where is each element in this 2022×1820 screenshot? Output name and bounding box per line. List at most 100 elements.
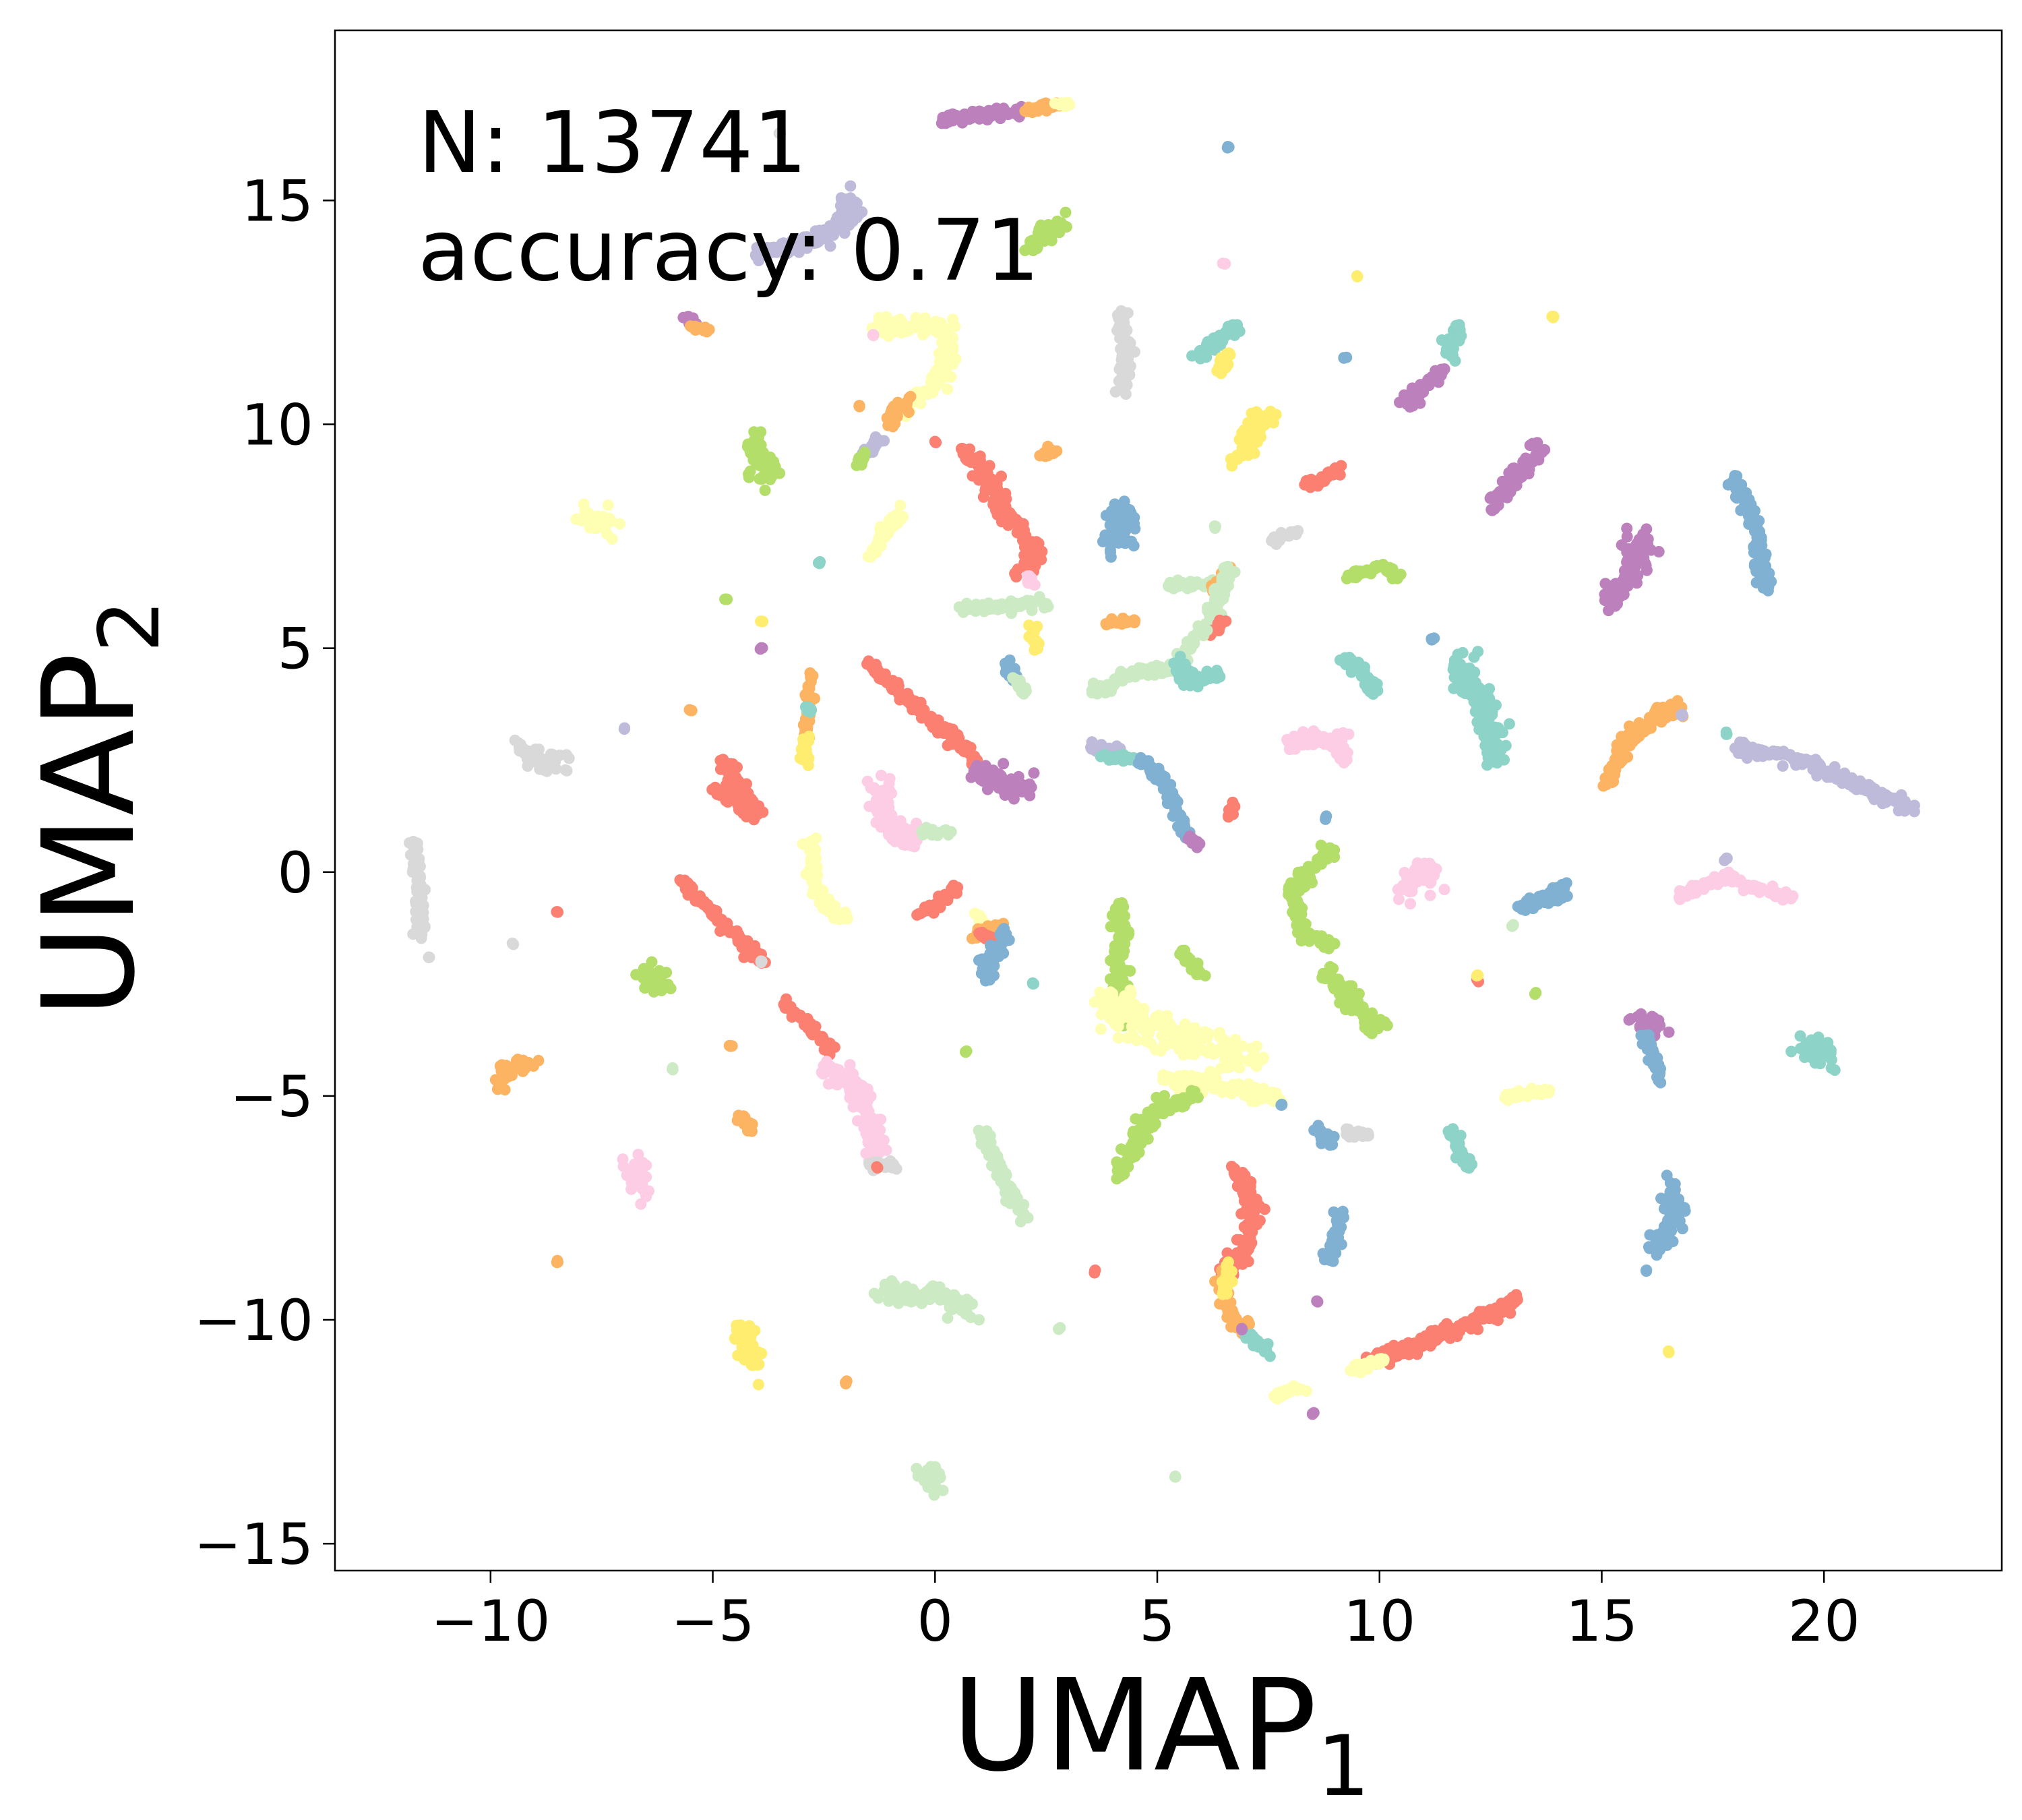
data-point [1246,407,1258,419]
cluster-blue [1338,351,1353,364]
data-point [551,906,563,918]
data-point [1468,651,1480,663]
data-point [1193,673,1205,686]
data-point [1244,1055,1256,1067]
cluster-red [706,781,748,807]
data-point [720,593,732,605]
cluster-gray [773,127,787,140]
data-point [1326,1139,1339,1151]
data-point [885,417,897,429]
data-point [1123,520,1135,532]
data-point [1721,852,1733,864]
data-point [853,400,865,412]
cluster-green [1341,559,1407,584]
data-point [1245,433,1257,445]
data-point [1622,751,1634,763]
data-point [1527,437,1539,450]
data-point [1650,1019,1662,1031]
data-point [1633,718,1645,730]
data-point [828,1041,840,1054]
data-point [1126,1028,1138,1040]
data-point [1320,813,1332,825]
data-point [554,749,566,761]
data-point [1217,257,1229,270]
data-point [653,965,665,977]
data-point [517,1054,529,1066]
cluster-blue [1320,810,1332,825]
data-point [756,449,768,461]
data-point [1421,375,1434,387]
data-point [1627,545,1639,557]
data-point [824,240,836,252]
data-point [1140,1035,1153,1048]
data-point [1105,546,1116,558]
data-point [981,965,993,977]
data-point [901,398,913,410]
data-point [1338,757,1350,768]
cluster-pink [867,329,880,342]
data-point [1622,555,1634,566]
data-point [1503,467,1515,479]
cluster-red [1222,796,1241,823]
cluster-mint [953,590,1054,619]
data-point [1193,1040,1205,1052]
data-point [1155,1045,1167,1057]
data-point [1117,928,1129,940]
cluster-purple [965,758,1040,805]
data-point [703,324,715,336]
data-point [995,471,1007,483]
data-point [1676,709,1688,721]
data-point [1121,379,1133,391]
data-point [1626,572,1638,584]
data-point [1113,897,1125,909]
data-point [1024,789,1036,801]
cluster-green [851,446,871,471]
data-point [1405,898,1416,910]
data-point [1016,779,1029,791]
data-point [423,951,435,963]
scatter-points [404,96,1920,1501]
data-point [1720,728,1732,740]
data-point [748,814,760,826]
data-point [1480,724,1492,736]
data-point [875,769,887,781]
cluster-red [861,655,984,774]
data-point [1221,348,1233,360]
data-point [785,236,797,248]
data-point [861,775,874,787]
data-point [949,320,961,332]
data-point [1392,893,1405,905]
data-point [1124,965,1136,977]
data-point [1616,539,1628,551]
cluster-purple [754,642,768,655]
data-point [774,127,787,139]
data-point [1623,1014,1635,1026]
data-point [1112,1160,1124,1172]
data-point [1782,889,1794,901]
data-point [942,383,954,395]
cluster-purple [936,100,1029,129]
data-point [848,1090,860,1102]
data-point [945,826,957,838]
data-point [1636,534,1648,546]
cluster-yellow [1546,311,1560,324]
cluster-green [741,426,786,496]
data-point [1471,970,1483,982]
cluster-teal [1447,646,1515,771]
data-point [1109,963,1122,975]
data-point [1051,224,1063,236]
data-point [1451,320,1463,332]
cluster-yellow [755,615,769,628]
data-point [526,750,537,762]
data-point [1800,1039,1812,1051]
data-point [1028,767,1040,779]
data-point [506,937,518,949]
data-point [618,723,630,735]
data-point [870,542,882,554]
data-point [1324,842,1336,854]
data-point [845,192,857,204]
data-point [867,329,879,341]
data-point [893,826,905,838]
data-point [757,806,769,818]
cluster-orange [683,704,698,717]
